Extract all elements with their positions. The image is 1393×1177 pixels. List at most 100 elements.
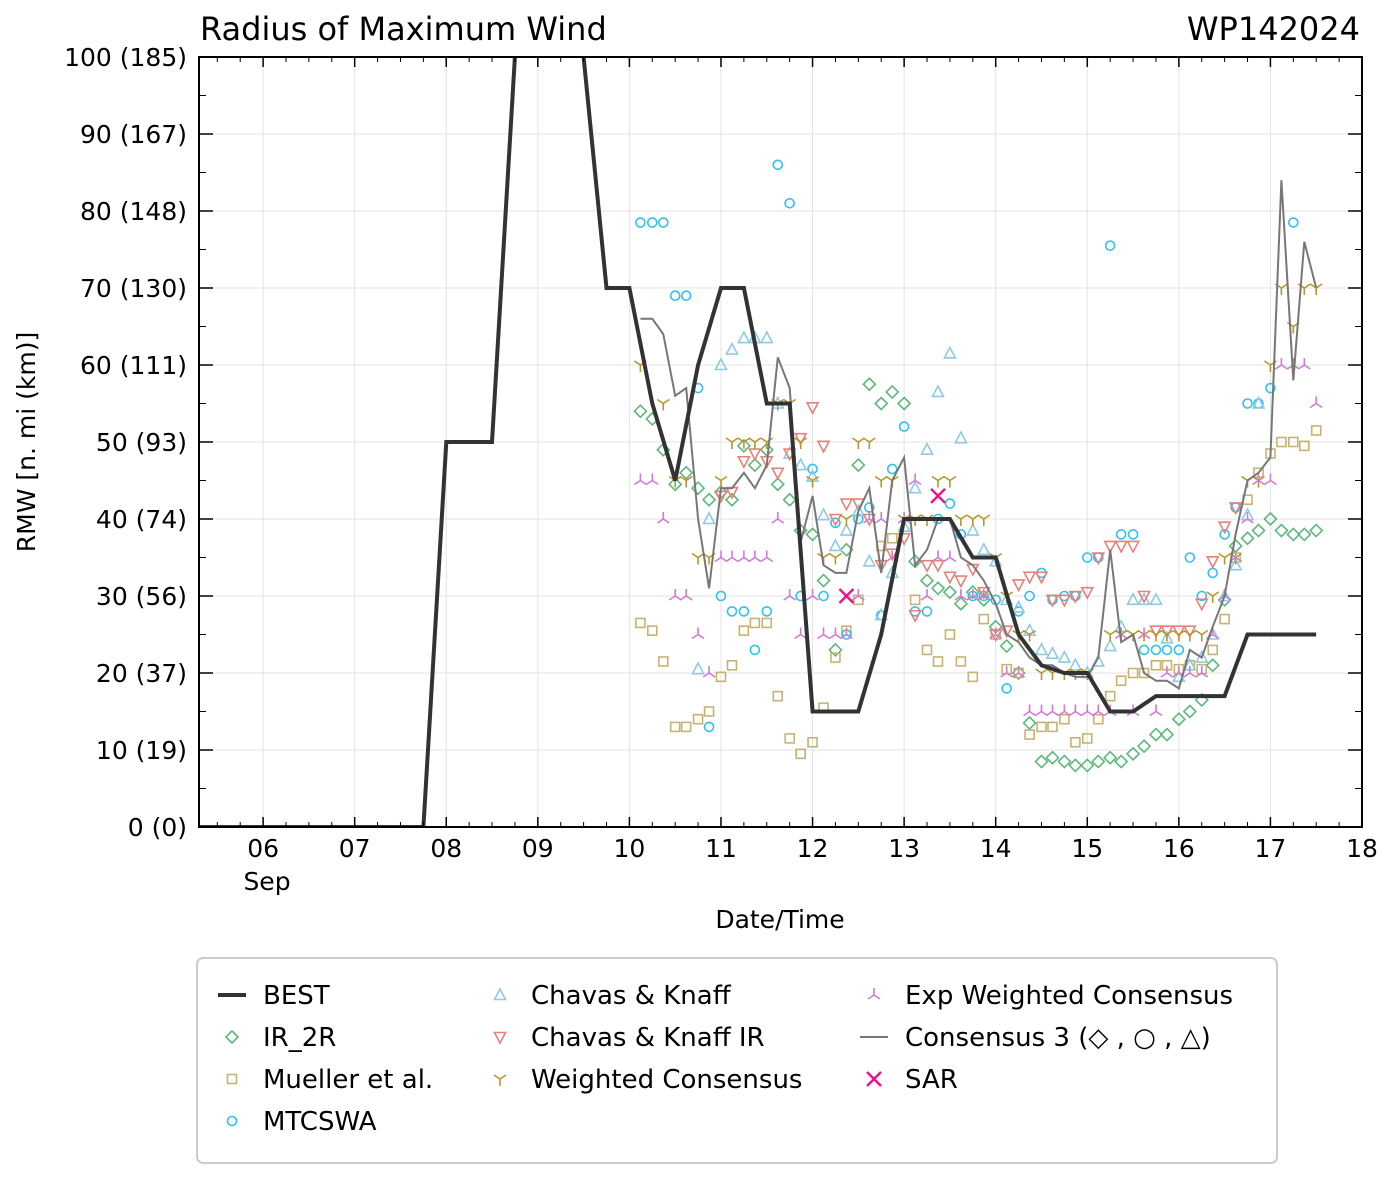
legend-swatch	[226, 1073, 238, 1085]
y-axis-label: RMW [n. mi (km)]	[12, 332, 41, 552]
ckir-point	[874, 559, 889, 573]
ckir-point	[793, 432, 808, 446]
ckir-point	[1183, 625, 1197, 639]
sar-point	[930, 488, 946, 504]
x-tick-label: 16	[1163, 834, 1195, 863]
ir2r-point	[1240, 531, 1255, 546]
best-track-line	[199, 57, 1317, 827]
ir2r-point	[690, 481, 706, 496]
ewcons-point	[839, 627, 853, 640]
mueller-point	[1150, 659, 1162, 671]
wcons-point	[943, 475, 957, 488]
ewcons-point	[1023, 704, 1037, 717]
ir2r-point	[1159, 727, 1175, 742]
mueller-point	[932, 656, 944, 667]
legend-swatch	[867, 988, 881, 1000]
series-mtcswa	[635, 159, 1299, 733]
mueller-point	[944, 629, 956, 640]
legend-item-sar: SAR	[866, 1065, 958, 1095]
mueller-point	[784, 733, 795, 744]
ck-point	[759, 330, 774, 344]
ckir-point	[999, 625, 1014, 639]
x-month-label: Sep	[243, 867, 290, 896]
ewcons-point	[1046, 704, 1059, 717]
ir2r-point	[1080, 758, 1095, 773]
ck-point	[931, 384, 945, 398]
ewcons-point	[1091, 704, 1105, 717]
mtcswa-point	[680, 290, 692, 302]
legend-item-mtcswa: MTCSWA	[226, 1107, 377, 1137]
series-ewcons	[633, 358, 1323, 717]
ewcons-point	[1274, 358, 1288, 370]
ck-point	[965, 522, 980, 536]
legend-box	[196, 957, 1278, 1164]
mtcswa-point	[1196, 590, 1208, 602]
legend-label: Consensus 3 (◇ , ○ , △)	[905, 1023, 1211, 1053]
mtcswa-point	[772, 159, 784, 171]
wcons-point	[829, 552, 842, 565]
legend-swatch	[493, 1031, 507, 1045]
ir2r-point	[1286, 527, 1301, 542]
y-tick-label: 40 (74)	[96, 505, 187, 534]
legend-label: Exp Weighted Consensus	[905, 981, 1233, 1011]
ck-point	[714, 357, 728, 371]
ck-point	[702, 511, 716, 525]
ck-point	[908, 480, 922, 494]
mueller-point	[955, 656, 967, 667]
ckir-point	[885, 548, 900, 562]
ckir-point	[1194, 598, 1209, 612]
ir2r-point	[1228, 538, 1243, 554]
ir2r-point	[1045, 750, 1060, 765]
mtcswa-point	[1024, 590, 1035, 602]
series-sar	[838, 488, 946, 604]
x-tick-label: 12	[797, 834, 829, 863]
mtcswa-point	[944, 498, 956, 509]
ck-point	[793, 457, 808, 471]
ckir-point	[1045, 594, 1060, 608]
ewcons-point	[943, 550, 957, 563]
mtcswa-point	[898, 421, 910, 432]
mtcswa-point	[784, 198, 795, 209]
mtcswa-point	[886, 463, 898, 475]
ewcons-point	[1241, 512, 1254, 524]
wcons-point	[1206, 591, 1220, 603]
ckir-point	[748, 448, 762, 462]
ir2r-point	[1263, 511, 1278, 527]
ck-point	[1068, 657, 1083, 671]
mueller-point	[1047, 721, 1058, 733]
ckir-point	[908, 609, 922, 623]
ckir-point	[1057, 594, 1072, 608]
mueller-point	[1092, 713, 1104, 725]
legend-item-ckir: Chavas & Knaff IR	[493, 1023, 765, 1053]
ckir-point	[1172, 625, 1186, 639]
ir2r-point	[724, 492, 740, 507]
wcons-point	[1023, 629, 1037, 642]
ir2r-point	[679, 465, 694, 480]
ewcons-point	[977, 589, 991, 601]
ckir-point	[920, 559, 934, 573]
axis-ticks: 06 07 08 09 10 11 12 13 14 15 16 17 18 0 (0) 10 (19) 20…	[64, 43, 1378, 863]
y-tick-label: 60 (111)	[80, 351, 187, 380]
ir2r-point	[1171, 712, 1186, 727]
ck-point	[1034, 642, 1049, 656]
mueller-point	[761, 617, 773, 629]
ewcons-point	[1000, 666, 1014, 678]
mtcswa-point	[1127, 529, 1139, 540]
ir2r-point	[919, 573, 935, 588]
series-cons3	[640, 180, 1318, 690]
ir2r-point	[851, 457, 866, 473]
ckir-point	[976, 586, 991, 600]
mtcswa-point	[646, 217, 658, 228]
legend-label: Chavas & Knaff IR	[531, 1023, 765, 1053]
legend-swatch	[226, 1115, 238, 1127]
wcons-point	[862, 437, 876, 449]
ckir-point	[737, 455, 751, 469]
mueller-point	[1276, 436, 1287, 448]
ckir-point	[816, 440, 831, 454]
ewcons-point	[702, 666, 716, 678]
legend-label: Weighted Consensus	[531, 1065, 802, 1095]
ir2r-point	[1068, 758, 1083, 773]
ewcons-point	[645, 473, 659, 486]
wcons-point	[1195, 629, 1209, 642]
ck-point	[954, 430, 968, 444]
